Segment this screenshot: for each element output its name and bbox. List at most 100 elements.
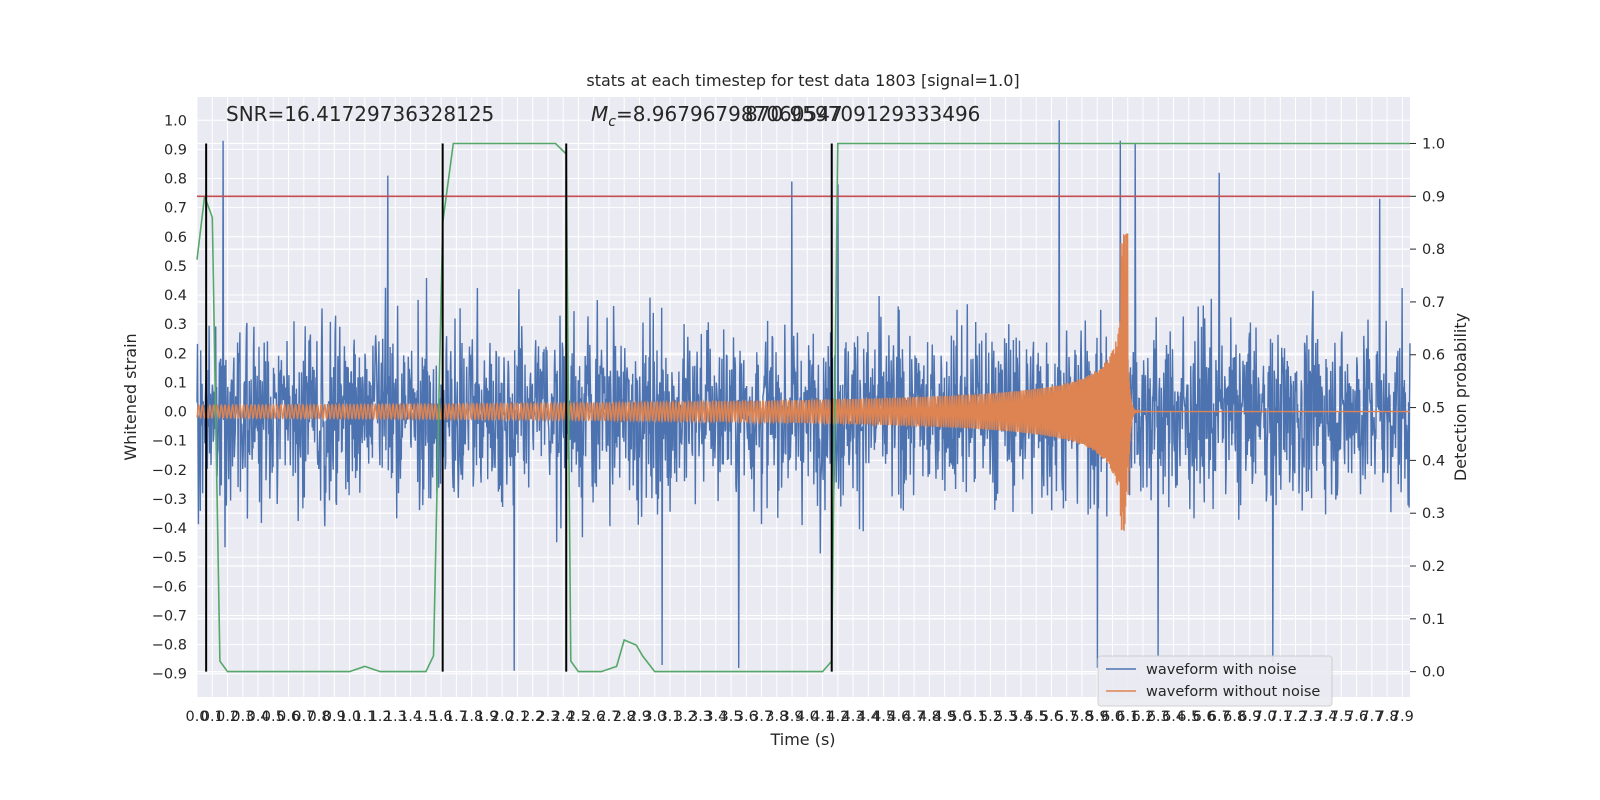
x-tick-label: 5.4 [1009,709,1032,725]
y-tick-label: −0.8 [152,638,187,654]
x-tick-label: 2.6 [582,709,605,725]
x-tick-label: 1.4 [399,709,422,725]
x-tick-label: 3.1 [658,709,681,725]
y2-tick-label: 0.9 [1422,189,1445,205]
x-tick-label: 6.2 [1131,709,1154,725]
y2-tick-label: 0.2 [1422,559,1445,575]
y-axis-label: Whitened strain [121,333,140,460]
x-tick-label: 7.1 [1269,709,1292,725]
x-tick-label: 0.8 [308,709,331,725]
x-tick-label: 4.2 [826,709,849,725]
x-tick-label: 1.5 [414,709,437,725]
x-tick-label: 2.7 [597,709,620,725]
y-tick-label: −0.7 [152,608,187,624]
noise-line [196,120,1411,671]
legend-label-noise: waveform with noise [1146,662,1297,678]
y-tick-label: 0.4 [164,288,187,304]
x-tick-label: 1.3 [384,709,407,725]
y-tick-label: 0.7 [164,201,187,217]
y-tick-label: 0.1 [164,375,187,391]
legend: waveform with noise waveform without noi… [1097,655,1333,707]
y-tick-label: −0.3 [152,492,187,508]
x-tick-label: 1.6 [430,709,453,725]
x-tick-label: 3.0 [643,709,666,725]
x-tick-label: 6.3 [1147,709,1170,725]
y-tick-label: 0.6 [164,230,187,246]
y-tick-label: 1.0 [164,113,187,129]
probability-line [196,142,1410,673]
x-tick-label: 2.2 [521,709,544,725]
x-tick-label: 3.5 [719,709,742,725]
x-tick-label: 0.7 [292,709,315,725]
y2-tick-label: 0.5 [1422,401,1445,417]
series-detection-probability [196,142,1410,673]
x-tick-label: 0.3 [231,709,254,725]
x-tick-label: 4.1 [811,709,834,725]
x-tick-label: 0.5 [262,709,285,725]
series-waveform-without-noise [196,233,1410,531]
x-tick-label: 4.5 [872,709,895,725]
y-tick-label: −0.4 [152,521,187,537]
y-tick-label: 0.5 [164,259,187,275]
legend-label-clean: waveform without noise [1146,684,1320,700]
x-tick-label: 5.7 [1055,709,1078,725]
x-tick-label: 5.5 [1025,709,1048,725]
x-tick-label: 6.7 [1208,709,1231,725]
x-tick-label: 6.4 [1162,709,1185,725]
y-tick-label: 0.8 [164,172,187,188]
x-tick-label: 7.4 [1315,709,1338,725]
x-tick-label: 4.4 [857,709,880,725]
x-tick-label: 2.4 [552,709,575,725]
x-tick-label: 4.3 [842,709,865,725]
x-tick-label: 7.7 [1360,709,1383,725]
x-tick-label: 2.5 [567,709,590,725]
x-tick-label: 7.0 [1254,709,1277,725]
y2-tick-label: 0.7 [1422,295,1445,311]
x-tick-label: 1.7 [445,709,468,725]
x-tick-label: 0.2 [216,709,239,725]
x-tick-label: 5.3 [994,709,1017,725]
x-tick-label: 3.2 [674,709,697,725]
vertical-markers [205,143,833,672]
y2-axis-label: Detection probability [1451,313,1470,481]
x-tick-label: 5.2 [979,709,1002,725]
x-tick-label: 6.8 [1223,709,1246,725]
x-tick-label: 6.9 [1238,709,1261,725]
x-tick-label: 7.9 [1391,709,1414,725]
x-tick-label: 7.8 [1376,709,1399,725]
x-tick-label: 3.9 [781,709,804,725]
x-axis-label: Time (s) [769,730,835,749]
x-tick-label: 3.6 [735,709,758,725]
chirp-mass-symbol: M [591,102,608,126]
overlap-annotation: 870.959709129333496 [745,102,980,126]
series-waveform-with-noise [196,120,1411,671]
x-tick-label: 0.0 [185,709,208,725]
y2-tick-label: 0.8 [1422,242,1445,258]
x-tick-label: 5.6 [1040,709,1063,725]
x-tick-label: 0.9 [323,709,346,725]
x-tick-label: 3.3 [689,709,712,725]
legend-box [1097,655,1333,707]
x-tick-label: 1.0 [338,709,361,725]
x-tick-label: 3.8 [765,709,788,725]
chirp-mass-subscript: c [608,114,616,130]
y2-tick-label: 0.0 [1422,665,1445,681]
x-tick-label: 5.0 [948,709,971,725]
x-tick-label: 4.9 [933,709,956,725]
chart-title: stats at each timestep for test data 180… [586,71,1019,90]
x-tick-label: 7.6 [1345,709,1368,725]
x-tick-label: 4.7 [903,709,926,725]
x-tick-label: 1.9 [475,709,498,725]
x-tick-label: 1.2 [369,709,392,725]
y-tick-label: −0.1 [152,434,187,450]
chirp-line [196,233,1410,531]
x-tick-label: 1.1 [353,709,376,725]
y2-tick-label: 0.1 [1422,612,1445,628]
y-tick-label: 0.2 [164,346,187,362]
y-tick-label: −0.2 [152,463,187,479]
y2-tick-label: 0.3 [1422,506,1445,522]
x-tick-label: 7.3 [1299,709,1322,725]
snr-annotation: SNR=16.41729736328125 [226,102,494,126]
chirp-mass-value: =8.967967987060547 [616,102,843,126]
